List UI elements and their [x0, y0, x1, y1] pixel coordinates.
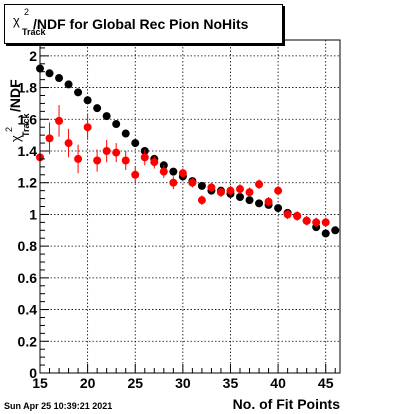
- data-point-black: [245, 196, 254, 205]
- y-axis-label-rest: /NDF: [7, 79, 23, 112]
- data-point-red: [131, 170, 140, 179]
- data-point-black: [331, 226, 340, 235]
- data-point-black: [236, 192, 244, 201]
- data-point-black: [102, 112, 111, 121]
- data-point-black: [255, 199, 264, 208]
- data-point-red: [121, 156, 130, 165]
- y-tick-label: 0.4: [18, 302, 38, 318]
- data-point-black: [321, 229, 330, 238]
- x-axis-label: No. of Fit Points: [232, 396, 340, 412]
- data-point-black: [55, 74, 64, 83]
- y-tick-label: 0.8: [18, 238, 38, 254]
- data-point-red: [207, 183, 216, 192]
- y-tick-label: 1.2: [18, 175, 38, 191]
- plot-frame: [39, 39, 341, 374]
- y-tick-label: 1.6: [18, 111, 38, 127]
- y-axis-label-sup: 2: [4, 127, 14, 132]
- chart-title: /NDF for Global Rec Pion NoHits: [33, 16, 249, 32]
- data-point-red: [283, 210, 292, 219]
- y-tick-label: 0.2: [18, 333, 38, 349]
- data-point-black: [121, 129, 130, 138]
- footer-timestamp: Sun Apr 25 10:39:21 2021: [4, 401, 113, 411]
- data-point-black: [169, 167, 178, 176]
- series-layer: [36, 64, 340, 238]
- grid-layer: [40, 40, 340, 373]
- data-point-red: [169, 178, 178, 187]
- data-point-black: [64, 80, 73, 89]
- data-point-red: [150, 158, 159, 167]
- data-point-red: [302, 216, 311, 225]
- data-point-black: [197, 181, 206, 190]
- data-point-black: [131, 139, 140, 148]
- y-axis-label: /NDF χ 2 Track: [4, 79, 31, 142]
- data-point-red: [102, 147, 111, 155]
- y-tick-label: 2: [29, 48, 37, 64]
- data-point-black: [112, 120, 121, 129]
- data-point-red: [312, 218, 321, 227]
- data-point-red: [188, 178, 197, 187]
- data-point-black: [83, 96, 92, 105]
- x-tick-label: 20: [80, 375, 96, 391]
- y-tick-label: 0: [29, 365, 37, 381]
- data-point-red: [264, 197, 273, 206]
- data-point-black: [93, 104, 102, 113]
- data-point-red: [216, 188, 225, 197]
- data-point-red: [236, 185, 244, 194]
- frame-layer: [39, 39, 341, 374]
- data-point-red: [64, 139, 73, 148]
- y-axis-label-symbol: χ: [8, 135, 23, 142]
- data-point-red: [55, 116, 64, 125]
- data-point-red: [321, 218, 330, 227]
- y-tick-label: 1: [29, 206, 37, 222]
- data-point-red: [74, 154, 83, 163]
- tick-layer: 15 20 25 30 35 40 45 0 0.2 0.4 0.6 0.8 1 1.2 1.4 1.6 1.8…: [18, 39, 336, 391]
- data-point-black: [45, 69, 54, 78]
- x-tick-label: 35: [223, 375, 239, 391]
- y-tick-label: 1.8: [18, 80, 38, 96]
- y-tick-label: 0.6: [18, 270, 38, 286]
- x-tick-label: 40: [270, 375, 286, 391]
- data-point-red: [93, 156, 102, 165]
- data-point-red: [140, 153, 149, 162]
- data-point-black: [74, 88, 83, 97]
- data-point-red: [112, 148, 121, 157]
- data-point-red: [178, 169, 187, 178]
- data-point-red: [293, 212, 302, 221]
- data-point-red: [274, 186, 283, 195]
- title-box: χ 2 Track /NDF for Global Rec Pion NoHit…: [4, 4, 283, 44]
- title-chi-symbol: χ: [13, 13, 20, 28]
- data-point-red: [197, 196, 206, 205]
- x-tick-label: 30: [175, 375, 191, 391]
- title-chi-superscript: 2: [24, 7, 30, 17]
- data-point-red: [245, 188, 254, 197]
- data-point-black: [274, 204, 283, 213]
- y-tick-label: 1.4: [18, 143, 38, 159]
- x-tick-label: 15: [32, 375, 48, 391]
- data-point-red: [255, 180, 264, 189]
- x-tick-label: 25: [127, 375, 143, 391]
- y-axis-label-sub: Track: [21, 112, 31, 137]
- data-point-red: [83, 123, 92, 132]
- data-point-red: [45, 134, 54, 143]
- title-chi-subscript: Track: [22, 27, 46, 37]
- data-point-red: [159, 167, 168, 176]
- data-point-red: [226, 186, 235, 195]
- x-tick-label: 45: [318, 375, 334, 391]
